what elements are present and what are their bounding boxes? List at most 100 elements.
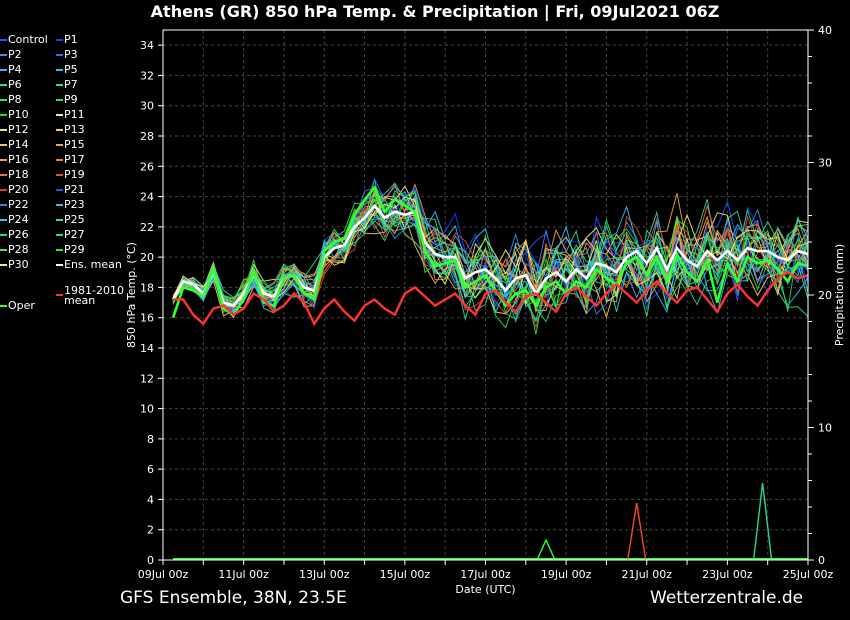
legend-swatch: [56, 39, 63, 41]
legend-label: 1981-2010 mean: [64, 284, 124, 307]
x-tick-label: 17Jul 00z: [460, 568, 511, 581]
legend-swatch: [0, 189, 7, 191]
series-lines: [171, 177, 809, 335]
legend-item: Control: [0, 33, 48, 47]
x-tick-label: 09Jul 00z: [138, 568, 189, 581]
legend-swatch: [0, 305, 7, 307]
legend-swatch: [0, 114, 7, 116]
legend-item: Ens. mean: [56, 258, 122, 272]
x-axis-label: Date (UTC): [455, 583, 515, 596]
legend-swatch: [0, 144, 7, 146]
footer-site: Wetterzentrale.de: [650, 588, 804, 608]
legend-swatch: [56, 264, 63, 266]
legend-item: 1981-2010 mean: [56, 285, 124, 306]
legend-item: P25: [56, 213, 85, 227]
member-line: [172, 189, 809, 305]
legend-swatch: [0, 69, 7, 71]
x-tick-label: 23Jul 00z: [702, 568, 753, 581]
legend-swatch: [0, 99, 7, 101]
footer-model: GFS Ensemble, 38N, 23.5E: [120, 588, 347, 608]
legend-swatch: [56, 114, 63, 116]
y2-tick-label: 0: [818, 554, 825, 567]
chart-title: Athens (GR) 850 hPa Temp. & Precipitatio…: [150, 2, 720, 21]
legend-swatch: [56, 129, 63, 131]
legend-item: P2: [0, 48, 22, 62]
legend-label: P11: [64, 108, 85, 121]
legend-item: P19: [56, 168, 85, 182]
legend-item: P16: [0, 153, 29, 167]
y-tick-label: 0: [147, 554, 154, 567]
y-tick-label: 30: [140, 100, 154, 113]
legend-label: P30: [8, 258, 29, 271]
legend-label: P16: [8, 153, 29, 166]
legend-label: P2: [8, 48, 22, 61]
legend-item: P15: [56, 138, 85, 152]
legend-label: P6: [8, 78, 22, 91]
legend-swatch: [0, 249, 7, 251]
legend-swatch: [56, 84, 63, 86]
legend-item: P24: [0, 213, 29, 227]
legend-label: P21: [64, 183, 85, 196]
legend-item: P28: [0, 243, 29, 257]
precipitation-lines: [173, 483, 808, 561]
legend-label: P8: [8, 93, 22, 106]
y2-tick-label: 10: [818, 422, 832, 435]
legend-label: P5: [64, 63, 78, 76]
y-tick-label: 28: [140, 130, 154, 143]
legend-swatch: [0, 39, 7, 41]
legend-label: P4: [8, 63, 22, 76]
x-tick-label: 19Jul 00z: [541, 568, 592, 581]
legend-label: P1: [64, 33, 78, 46]
legend-swatch: [0, 204, 7, 206]
y2-tick-label: 20: [818, 289, 832, 302]
legend-label: P25: [64, 213, 85, 226]
legend-item: P14: [0, 138, 29, 152]
axes: 0246810121416182022242628303234010203040…: [125, 24, 846, 596]
legend-item: P8: [0, 93, 22, 107]
legend-label: P27: [64, 228, 85, 241]
y-tick-label: 16: [140, 312, 154, 325]
legend-item: P4: [0, 63, 22, 77]
legend-swatch: [0, 219, 7, 221]
y-tick-label: 18: [140, 281, 154, 294]
legend-swatch: [56, 204, 63, 206]
legend-item: P30: [0, 258, 29, 272]
legend-item: P3: [56, 48, 78, 62]
y-tick-label: 24: [140, 191, 154, 204]
y-tick-label: 14: [140, 342, 154, 355]
legend-label: P12: [8, 123, 29, 136]
legend-swatch: [0, 129, 7, 131]
legend-swatch: [0, 159, 7, 161]
precip-peak: [752, 483, 773, 561]
legend-label: P17: [64, 153, 85, 166]
legend-item: P21: [56, 183, 85, 197]
legend-item: Oper: [0, 299, 35, 313]
legend-swatch: [56, 249, 63, 251]
y-tick-label: 22: [140, 221, 154, 234]
y-tick-label: 26: [140, 160, 154, 173]
legend-label: P26: [8, 228, 29, 241]
series-line: [171, 203, 809, 308]
legend-swatch: [56, 99, 63, 101]
legend-item: P12: [0, 123, 29, 137]
legend-label: P29: [64, 243, 85, 256]
legend-swatch: [0, 174, 7, 176]
y-tick-label: 32: [140, 69, 154, 82]
legend-label: P13: [64, 123, 85, 136]
y2-axis-label: Precipitation (mm): [833, 244, 846, 346]
legend-item: P9: [56, 93, 78, 107]
legend-label: P23: [64, 198, 85, 211]
legend-item: P1: [56, 33, 78, 47]
legend-label: P15: [64, 138, 85, 151]
legend-label: Oper: [8, 299, 35, 312]
legend-swatch: [56, 144, 63, 146]
precip-peak: [627, 502, 647, 561]
legend-label: P14: [8, 138, 29, 151]
legend-label: P18: [8, 168, 29, 181]
legend-item: P26: [0, 228, 29, 242]
legend-swatch: [56, 54, 63, 56]
legend-item: P10: [0, 108, 29, 122]
legend-item: P6: [0, 78, 22, 92]
legend-item: P11: [56, 108, 85, 122]
